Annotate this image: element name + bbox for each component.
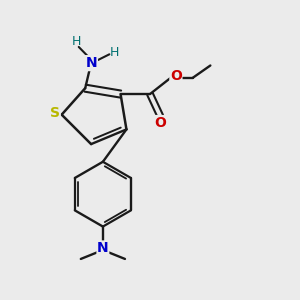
Text: N: N: [97, 241, 109, 255]
Text: O: O: [154, 116, 166, 130]
Text: H: H: [72, 35, 81, 48]
Text: H: H: [110, 46, 119, 59]
Text: O: O: [170, 69, 182, 83]
Text: N: N: [85, 56, 97, 70]
Text: S: S: [50, 106, 60, 120]
